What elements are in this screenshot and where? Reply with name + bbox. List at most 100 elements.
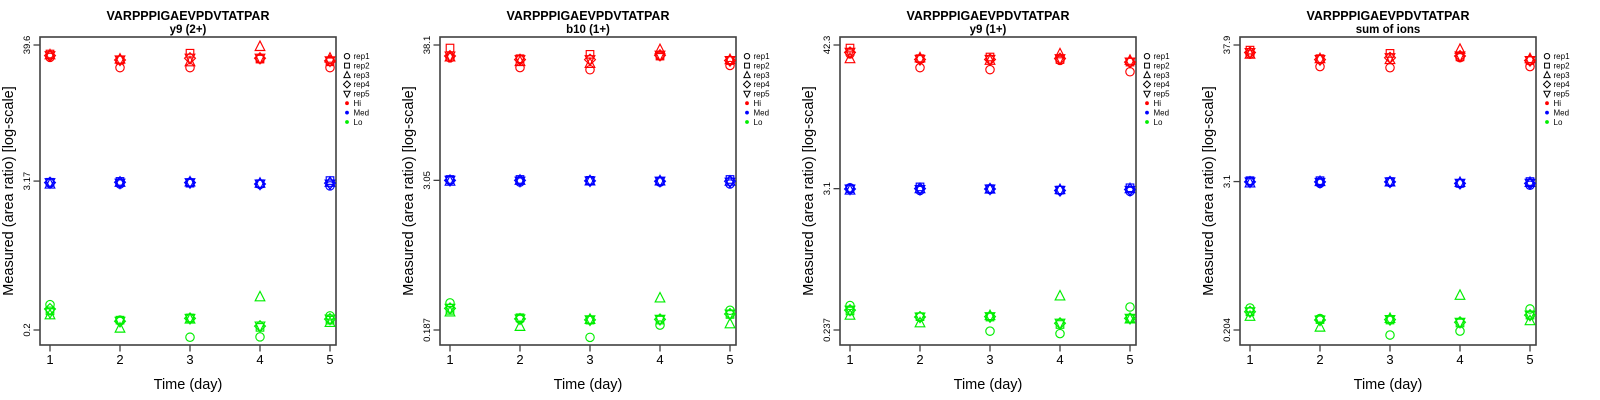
- triangle-down-marker: [1124, 313, 1136, 326]
- chart-subtitle: y9 (1+): [970, 24, 1007, 36]
- x-axis-label: Time (day): [1354, 377, 1423, 393]
- triangle-up-marker: [1314, 51, 1326, 64]
- legend-label: rep4: [354, 80, 371, 89]
- triangle-down-marker: [1524, 178, 1536, 191]
- triangle-up-marker: [343, 70, 351, 79]
- triangle-up-marker: [184, 175, 196, 187]
- triangle-up-marker: [1524, 313, 1536, 326]
- triangle-up-marker: [1054, 47, 1066, 59]
- y-tick-label: 0.204: [1222, 318, 1233, 342]
- y-axis-label: Measured (area ratio) [log-scale]: [1201, 86, 1217, 296]
- triangle-down-marker: [184, 53, 196, 65]
- y-tick-label: 3.1: [822, 182, 833, 195]
- triangle-up-marker: [724, 52, 736, 65]
- chart-title: VARPPPIGAEVPDVTATPAR: [1307, 9, 1470, 23]
- triangle-up-marker: [984, 182, 996, 194]
- legend-label: Lo: [1554, 118, 1563, 127]
- y-tick-label: 3.17: [22, 172, 33, 191]
- legend-label: rep1: [1154, 52, 1171, 61]
- triangle-down-marker: [1454, 317, 1466, 330]
- triangle-up-marker: [1384, 175, 1396, 187]
- triangle-down-marker: [44, 51, 56, 63]
- y-tick-label: 0.2: [22, 323, 33, 336]
- legend-label: rep5: [354, 90, 371, 99]
- triangle-up-marker: [914, 181, 926, 194]
- triangle-down-marker: [254, 321, 266, 333]
- circle-marker: [985, 64, 995, 75]
- triangle-up-marker: [1314, 320, 1326, 332]
- triangle-down-marker: [1524, 310, 1536, 322]
- circle-marker: [1315, 61, 1325, 72]
- x-axis-label: Time (day): [154, 377, 223, 393]
- triangle-down-marker: [324, 179, 336, 191]
- x-tick-label: 3: [986, 352, 993, 367]
- triangle-down-marker: [914, 312, 926, 324]
- triangle-down-marker: [514, 314, 526, 326]
- circle-marker: [1525, 304, 1535, 314]
- legend-label: Lo: [354, 118, 363, 127]
- triangle-down-marker: [1454, 51, 1466, 63]
- triangle-up-marker: [1454, 288, 1466, 300]
- triangle-down-marker: [114, 55, 126, 67]
- circle-marker: [1143, 53, 1151, 60]
- triangle-down-marker: [584, 55, 596, 67]
- y-tick-label: 38.1: [422, 36, 433, 55]
- triangle-down-marker: [1244, 307, 1256, 319]
- square-marker: [744, 62, 750, 69]
- x-tick-label: 2: [516, 352, 523, 367]
- triangle-up-marker: [914, 316, 926, 328]
- dot-marker: [745, 110, 749, 115]
- plot-area: [839, 36, 1137, 346]
- triangle-up-marker: [1054, 182, 1066, 195]
- legend-label: Med: [1154, 108, 1170, 117]
- x-tick-label: 3: [586, 352, 593, 367]
- legend-label: rep3: [1154, 71, 1171, 80]
- y-axis-label: Measured (area ratio) [log-scale]: [801, 86, 817, 296]
- y-axis-label: Measured (area ratio) [log-scale]: [1, 86, 17, 296]
- chart-subtitle: sum of ions: [1356, 24, 1421, 36]
- legend-label: Hi: [1554, 99, 1562, 108]
- circle-marker: [585, 64, 595, 75]
- triangle-down-marker: [743, 90, 751, 99]
- x-tick-label: 1: [46, 352, 53, 367]
- dot-marker: [1145, 110, 1149, 115]
- x-tick-label: 1: [1246, 352, 1253, 367]
- legend-label: Hi: [1154, 99, 1162, 108]
- legend-label: rep3: [754, 71, 771, 80]
- triangle-down-marker: [1314, 55, 1326, 67]
- plot-area: [439, 36, 737, 346]
- chart-subtitle: y9 (2+): [170, 24, 207, 36]
- circle-marker: [515, 62, 525, 73]
- plot-area: [39, 36, 337, 346]
- x-tick-label: 2: [1316, 352, 1323, 367]
- triangle-down-marker: [1314, 177, 1326, 190]
- circle-marker: [1385, 330, 1395, 340]
- legend-label: rep2: [1154, 61, 1171, 70]
- triangle-up-marker: [654, 42, 666, 55]
- circle-marker: [585, 332, 595, 343]
- triangle-down-marker: [914, 184, 926, 197]
- dot-marker: [1545, 101, 1549, 106]
- circle-marker: [655, 320, 665, 330]
- legend-label: rep3: [354, 71, 371, 80]
- legend-label: Med: [754, 108, 770, 117]
- x-axis-label: Time (day): [554, 377, 623, 393]
- triangle-down-marker: [44, 178, 56, 190]
- circle-marker: [255, 332, 265, 342]
- legend-label: rep1: [754, 52, 771, 61]
- triangle-up-marker: [984, 308, 996, 321]
- y-axis-label: Measured (area ratio) [log-scale]: [401, 86, 417, 296]
- triangle-down-marker: [1314, 315, 1326, 327]
- dot-marker: [1145, 101, 1149, 106]
- square-marker: [344, 62, 350, 69]
- triangle-down-marker: [724, 55, 736, 68]
- x-tick-label: 2: [116, 352, 123, 367]
- diamond-marker: [43, 302, 57, 316]
- triangle-down-marker: [324, 56, 336, 68]
- x-tick-label: 4: [656, 352, 663, 367]
- dot-marker: [745, 120, 749, 124]
- triangle-up-marker: [1124, 181, 1136, 194]
- triangle-up-marker: [844, 51, 856, 64]
- triangle-down-marker: [654, 176, 666, 188]
